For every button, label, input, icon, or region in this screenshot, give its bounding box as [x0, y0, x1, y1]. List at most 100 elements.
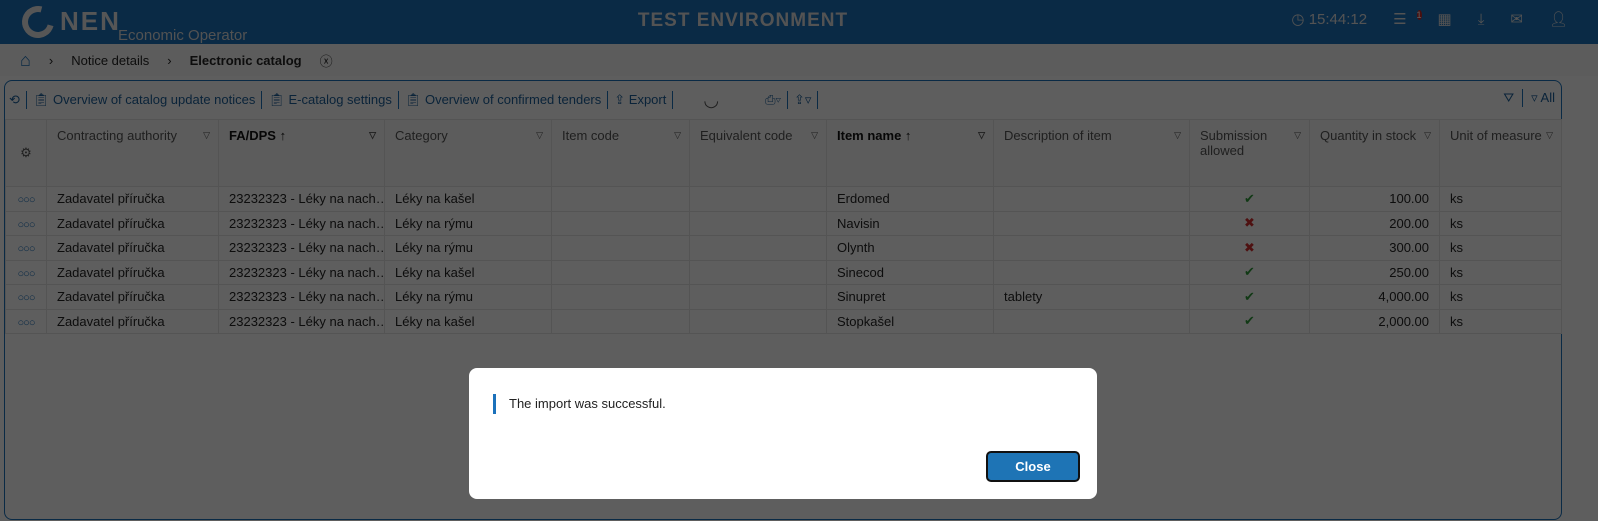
table-cell: ✔: [1189, 186, 1310, 212]
environment-label: TEST ENVIRONMENT: [637, 10, 849, 31]
home-icon[interactable]: ⌂: [20, 49, 31, 70]
logo-text: NEN: [60, 6, 121, 36]
table-cell: Léky na kašel: [384, 186, 552, 212]
row-actions-icon[interactable]: ○○○: [17, 292, 36, 305]
table-cell: 100.00: [1309, 186, 1440, 212]
table-cell: [993, 308, 1190, 334]
column-filter-icon[interactable]: ▽: [978, 130, 985, 140]
column-filter-icon[interactable]: ▽: [1424, 130, 1431, 140]
table-cell: Léky na kašel: [384, 308, 552, 334]
menu-icon[interactable]: ☰ 1: [1393, 10, 1422, 28]
table-cell: Léky na rýmu: [384, 210, 552, 236]
table-cell: 250.00: [1309, 259, 1440, 285]
table-cell: [551, 186, 690, 212]
nen-logo[interactable]: NEN Economic Operator: [16, 0, 247, 44]
table-cell: 23232323 - Léky na nach…: [218, 284, 385, 310]
check-icon: ✔: [1244, 264, 1255, 280]
breadcrumb-electronic-catalog: Electronic catalog: [189, 52, 302, 68]
row-actions-icon[interactable]: ○○○: [17, 267, 36, 280]
breadcrumb-notice-details[interactable]: Notice details: [71, 52, 150, 68]
table-cell: ✔: [1189, 259, 1310, 285]
share-icon[interactable]: ⇪▿: [793, 92, 812, 107]
table-cell: 300.00: [1309, 235, 1440, 261]
table-cell: ks: [1439, 186, 1562, 212]
toolbar: ⟲ 📋︎ Overview of catalog update notices …: [9, 87, 819, 113]
table-cell: tablety: [993, 284, 1190, 310]
close-tab-icon[interactable]: ⓧ: [319, 53, 333, 69]
table-cell: Léky na kašel: [384, 259, 552, 285]
table-cell: 23232323 - Léky na nach…: [218, 210, 385, 236]
table-cell: 4,000.00: [1309, 284, 1440, 310]
column-settings-icon[interactable]: ⚙: [5, 119, 47, 187]
export-button[interactable]: ⇪ Export: [614, 92, 667, 107]
column-header[interactable]: Item code ▽: [551, 119, 690, 187]
table-cell: Zadavatel příručka: [46, 210, 219, 236]
table-cell: ks: [1439, 259, 1562, 285]
column-filter-icon[interactable]: ▽: [811, 130, 818, 140]
table-row[interactable]: ○○○ Zadavatel příručka 23232323 - Léky na …: [5, 186, 1562, 212]
table-cell: [689, 235, 827, 261]
calendar-icon[interactable]: ▦: [1437, 11, 1452, 28]
column-filter-icon[interactable]: ▽: [1174, 130, 1181, 140]
table-cell: ✔: [1189, 284, 1310, 310]
column-header[interactable]: Item name ↑ ▽: [826, 119, 994, 187]
table-cell: Zadavatel příručka: [46, 308, 219, 334]
table-row[interactable]: ○○○ Zadavatel příručka 23232323 - Léky na …: [5, 308, 1562, 334]
table-row[interactable]: ○○○ Zadavatel příručka 23232323 - Léky na …: [5, 235, 1562, 261]
sort-asc-icon: ↑: [275, 128, 287, 143]
ecatalog-settings-button[interactable]: 📋︎ E-catalog settings: [268, 92, 392, 107]
table-cell: Stopkašel: [826, 308, 994, 334]
column-header[interactable]: Equivalent code ▽: [689, 119, 827, 187]
column-filter-icon[interactable]: ▽: [203, 130, 210, 140]
column-header[interactable]: Quantity in stock ▽: [1309, 119, 1440, 187]
print-icon[interactable]: ⎙▿: [765, 92, 781, 107]
table-cell: Navisin: [826, 210, 994, 236]
column-filter-icon[interactable]: ▽: [674, 130, 681, 140]
logo-subtitle: Economic Operator: [118, 27, 248, 44]
user-icon[interactable]: 👤︎: [1548, 11, 1568, 28]
column-header[interactable]: Contracting authority ▽: [46, 119, 219, 187]
clock-icon: ◷ 15:44:12: [1291, 11, 1368, 28]
column-header[interactable]: Submission allowed ▽: [1189, 119, 1310, 187]
confirmed-tenders-button[interactable]: 📋︎ Overview of confirmed tenders: [404, 92, 602, 107]
table-cell: 23232323 - Léky na nach…: [218, 235, 385, 261]
table-row[interactable]: ○○○ Zadavatel příručka 23232323 - Léky na …: [5, 284, 1562, 310]
table-cell: [993, 259, 1190, 285]
row-actions-icon[interactable]: ○○○: [17, 194, 36, 207]
table-row[interactable]: ○○○ Zadavatel příručka 23232323 - Léky na …: [5, 210, 1562, 236]
cross-icon: ✖: [1244, 215, 1255, 231]
column-header[interactable]: Category ▽: [384, 119, 552, 187]
table-cell: Zadavatel příručka: [46, 284, 219, 310]
column-filter-icon[interactable]: ▽: [369, 130, 376, 140]
mail-icon[interactable]: ✉: [1510, 11, 1523, 28]
catalog-update-notices-button[interactable]: 📋︎ Overview of catalog update notices: [32, 92, 256, 107]
chevron-right-icon: ›: [167, 52, 172, 68]
check-icon: ✔: [1244, 288, 1255, 304]
download-icon[interactable]: ⤓: [1477, 10, 1485, 28]
table-cell: [551, 259, 690, 285]
table-cell: 23232323 - Léky na nach…: [218, 308, 385, 334]
table-cell: 2,000.00: [1309, 308, 1440, 334]
table-cell: 23232323 - Léky na nach…: [218, 186, 385, 212]
table-cell: Zadavatel příručka: [46, 235, 219, 261]
row-actions-icon[interactable]: ○○○: [17, 243, 36, 256]
table-row[interactable]: ○○○ Zadavatel příručka 23232323 - Léky na …: [5, 259, 1562, 285]
column-header[interactable]: Unit of measure ▽: [1439, 119, 1562, 187]
column-filter-icon[interactable]: ▽: [1294, 130, 1301, 140]
column-filter-icon[interactable]: ▽: [1546, 130, 1553, 140]
cross-icon: ✖: [1244, 239, 1255, 255]
filter-icon[interactable]: ⛛: [1503, 90, 1515, 105]
table-cell: [551, 284, 690, 310]
column-header[interactable]: FA/DPS ↑ ▽: [218, 119, 385, 187]
refresh-icon[interactable]: ⟲: [9, 92, 20, 107]
column-filter-icon[interactable]: ▽: [536, 130, 543, 140]
filter-all-dropdown[interactable]: ▿ All: [1531, 90, 1555, 105]
row-actions-icon[interactable]: ○○○: [17, 218, 36, 231]
table-cell: ks: [1439, 210, 1562, 236]
column-header[interactable]: Description of item ▽: [993, 119, 1190, 187]
row-actions-icon[interactable]: ○○○: [17, 316, 36, 329]
table-cell: ✖: [1189, 235, 1310, 261]
close-button[interactable]: Close: [986, 451, 1080, 482]
table-cell: ks: [1439, 308, 1562, 334]
dialog-message: The import was successful.: [493, 394, 666, 414]
